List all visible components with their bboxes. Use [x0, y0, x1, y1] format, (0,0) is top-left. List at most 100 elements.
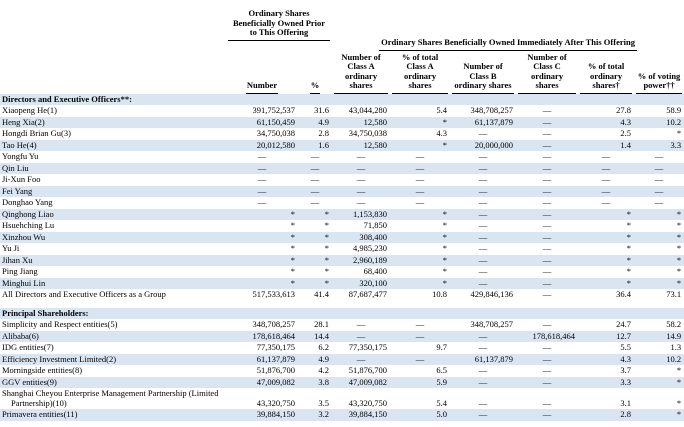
value-cell: *: [324, 220, 330, 230]
prior-offering-group-header: Ordinary Shares Beneficially Owned Prior…: [226, 0, 332, 51]
row-name: Yongfu Yu: [2, 151, 39, 161]
value-cell: —: [356, 353, 366, 364]
value-cell: 3.3: [620, 376, 632, 387]
after-offering-group-label: Ordinary Shares Beneficially Owned Immed…: [379, 37, 637, 51]
section-title-row: Principal Shareholders:: [0, 307, 684, 319]
name-column-subheader-blank: [0, 51, 226, 94]
row-name: IDG entities(7): [2, 342, 54, 352]
value-cell: 43,044,280: [348, 105, 388, 115]
value-cell: —: [542, 376, 552, 387]
value-cell: *: [442, 231, 448, 242]
value-cell: —: [478, 243, 488, 253]
table-row: Alibaba(6) 178,618,464 14.4 — — — 178,618,464 1…: [0, 330, 684, 342]
row-name: Yu Ji: [2, 243, 20, 253]
value-cell: —: [654, 185, 664, 196]
value-cell: —: [257, 185, 267, 196]
row-name: Morningside entities(8): [2, 365, 83, 375]
column-header-label: Number: [245, 80, 279, 94]
value-cell: —: [654, 162, 664, 173]
value-cell: —: [542, 220, 552, 230]
value-cell: —: [478, 174, 488, 184]
column-header-label: %: [309, 80, 321, 94]
value-cell: 1.3: [670, 342, 682, 352]
value-cell: 51,876,700: [256, 365, 295, 375]
value-cell: *: [626, 220, 632, 230]
value-cell: 4.2: [318, 365, 330, 375]
value-cell: —: [542, 185, 552, 196]
value-cell: *: [626, 243, 632, 253]
row-name: Xiaopeng He(1): [2, 105, 57, 115]
value-cell: —: [356, 185, 366, 196]
value-cell: —: [257, 151, 267, 161]
value-cell: —: [415, 353, 425, 364]
value-cell: 39,884,150: [348, 409, 388, 419]
value-cell: —: [310, 197, 320, 207]
value-cell: 3.7: [620, 365, 632, 375]
value-cell: —: [478, 197, 488, 207]
value-cell: —: [478, 277, 488, 288]
value-cell: *: [676, 409, 682, 419]
value-cell: 47,009,082: [348, 376, 388, 387]
value-cell: —: [415, 197, 425, 207]
value-cell: 3.5: [318, 397, 330, 408]
value-cell: 36.4: [616, 289, 632, 299]
table-row: Hsuehching Lu * * 71,850 * — — * *: [0, 220, 684, 232]
row-name: Efficiency Investment Limited(2): [2, 353, 117, 364]
value-cell: —: [356, 319, 366, 329]
column-header-6: Number of Class C ordinary shares: [516, 51, 578, 94]
column-header-2: %: [298, 51, 332, 94]
value-cell: —: [542, 105, 552, 115]
value-cell: *: [290, 220, 295, 230]
value-cell: *: [290, 266, 295, 276]
row-name: Hsuehching Lu: [2, 220, 55, 230]
value-cell: 34,750,038: [256, 128, 295, 138]
value-cell: —: [415, 319, 425, 329]
row-name: Alibaba(6): [2, 330, 39, 341]
value-cell: —: [542, 162, 552, 173]
table-row: Minghui Lin * * 320,100 * — — * *: [0, 277, 684, 289]
value-cell: 2.8: [318, 128, 330, 138]
value-cell: *: [626, 208, 632, 219]
column-header-label: Number of Class A ordinary shares: [334, 52, 389, 94]
value-cell: 4.3: [436, 128, 448, 138]
value-cell: 34,750,038: [348, 128, 388, 138]
value-cell: 12.7: [616, 330, 632, 341]
value-cell: 47,009,082: [256, 376, 295, 387]
value-cell: 77,350,175: [348, 342, 388, 352]
table-row: Xiaopeng He(1) 391,752,537 31.6 43,044,280 5…: [0, 105, 684, 117]
column-header-7: % of total ordinary shares†: [578, 51, 634, 94]
value-cell: —: [542, 128, 552, 138]
value-cell: 2,960,189: [353, 254, 388, 265]
value-cell: *: [290, 208, 295, 219]
table-row: Heng Xia(2) 61,150,459 4.9 12,580 * 61,137,87…: [0, 116, 684, 128]
value-cell: *: [290, 254, 295, 265]
table-row: Hongdi Brian Gu(3) 34,750,038 2.8 34,750,03…: [0, 128, 684, 140]
value-cell: 4,985,230: [353, 243, 388, 253]
row-name: Ping Jiang: [2, 266, 38, 276]
column-header-3: Number of Class A ordinary shares: [332, 51, 390, 94]
table-row: Yongfu Yu — — — — — — — —: [0, 151, 684, 163]
value-cell: —: [257, 162, 267, 173]
row-name: Jihan Xu: [2, 254, 33, 265]
row-name: Ji-Xun Foo: [2, 174, 41, 184]
value-cell: —: [478, 330, 488, 341]
value-cell: 24.7: [616, 319, 632, 329]
value-cell: 348,708,257: [252, 319, 296, 329]
value-cell: 1.6: [318, 139, 330, 150]
value-cell: 14.9: [666, 330, 682, 341]
value-cell: —: [542, 243, 552, 253]
value-cell: 308,400: [359, 231, 388, 242]
value-cell: —: [478, 342, 488, 352]
value-cell: —: [542, 254, 552, 265]
value-cell: *: [324, 266, 330, 276]
value-cell: —: [542, 116, 552, 127]
value-cell: 43,320,750: [348, 397, 388, 408]
value-cell: —: [542, 409, 552, 419]
value-cell: *: [324, 254, 330, 265]
table-row: Tao He(4) 20,012,580 1.6 12,580 * 20,000,000 —…: [0, 139, 684, 151]
value-cell: 6.2: [318, 342, 330, 352]
row-name: Hongdi Brian Gu(3): [2, 128, 71, 138]
value-cell: —: [478, 254, 488, 265]
value-cell: —: [542, 397, 552, 408]
